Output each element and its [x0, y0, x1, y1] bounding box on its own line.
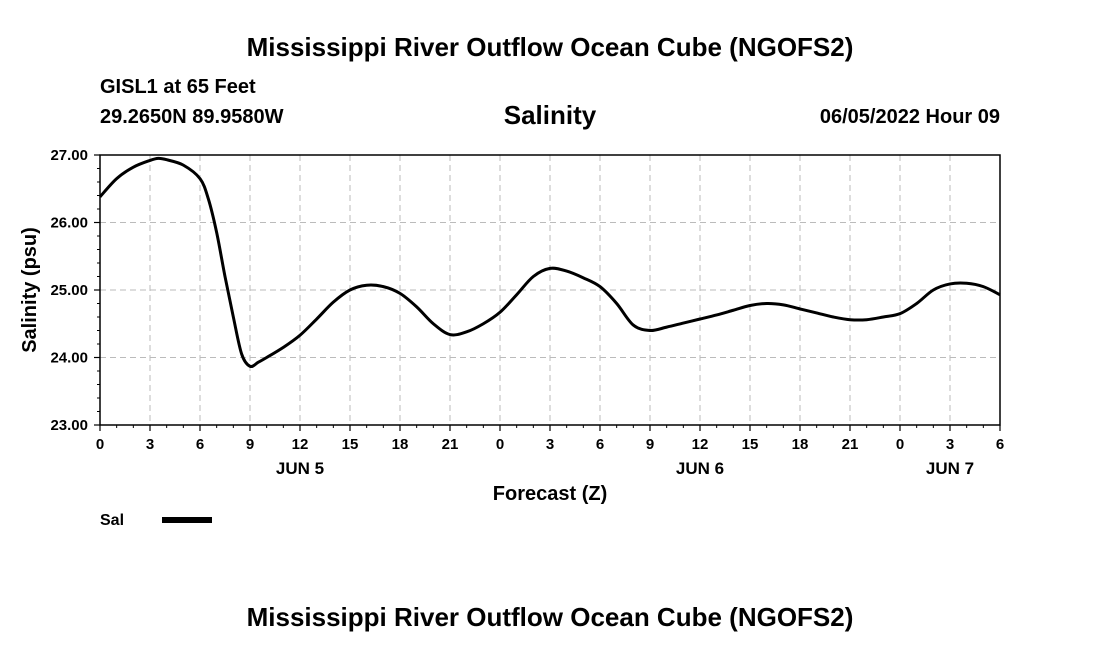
- x-tick-label: 3: [546, 436, 554, 453]
- page-title: Mississippi River Outflow Ocean Cube (NG…: [246, 32, 854, 62]
- x-tick-label: 12: [692, 436, 709, 453]
- series-line-sal: [98, 156, 1001, 369]
- legend: Sal: [100, 512, 212, 529]
- x-tick-label: 0: [896, 436, 904, 453]
- x-tick-label: 18: [392, 436, 409, 453]
- x-tick-label: 18: [792, 436, 809, 453]
- grid-lines: [100, 154, 1000, 426]
- chart-title: Salinity: [504, 100, 597, 130]
- x-tick-label: 0: [96, 436, 104, 453]
- day-label: JUN 5: [276, 459, 324, 478]
- day-label: JUN 7: [926, 459, 974, 478]
- legend-label: Sal: [100, 512, 124, 529]
- y-axis-label: Salinity (psu): [19, 227, 41, 353]
- x-tick-label: 9: [646, 436, 654, 453]
- x-tick-label: 0: [496, 436, 504, 453]
- station-name: GISL1 at 65 Feet: [100, 76, 256, 98]
- day-label: JUN 6: [676, 459, 724, 478]
- forecast-datetime: 06/05/2022 Hour 09: [819, 106, 1000, 128]
- x-tick-label: 21: [442, 436, 459, 453]
- y-tick-label: 25.00: [50, 282, 88, 299]
- x-tick-label: 6: [996, 436, 1004, 453]
- x-tick-label: 15: [342, 436, 359, 453]
- y-tick-label: 27.00: [50, 147, 88, 164]
- x-tick-label: 6: [596, 436, 604, 453]
- x-axis-label: Forecast (Z): [493, 483, 607, 505]
- series-layer: [98, 156, 1001, 369]
- x-tick-label: 12: [292, 436, 309, 453]
- y-tick-label: 24.00: [50, 350, 88, 367]
- axis-ticks: 0 3 6 9 12 15 18 21 0 3 6 9 12 15 18 21 0 3 6 JUN 5 JUN 6 JUN…: [50, 147, 1004, 478]
- x-tick-label: 15: [742, 436, 759, 453]
- station-coords: 29.2650N 89.9580W: [100, 106, 284, 128]
- x-tick-label: 3: [146, 436, 154, 453]
- x-tick-label: 3: [946, 436, 954, 453]
- x-tick-label: 6: [196, 436, 204, 453]
- x-tick-label: 21: [842, 436, 859, 453]
- bottom-title: Mississippi River Outflow Ocean Cube (NG…: [246, 602, 854, 632]
- x-tick-label: 9: [246, 436, 254, 453]
- y-tick-label: 26.00: [50, 215, 88, 232]
- y-tick-label: 23.00: [50, 417, 88, 434]
